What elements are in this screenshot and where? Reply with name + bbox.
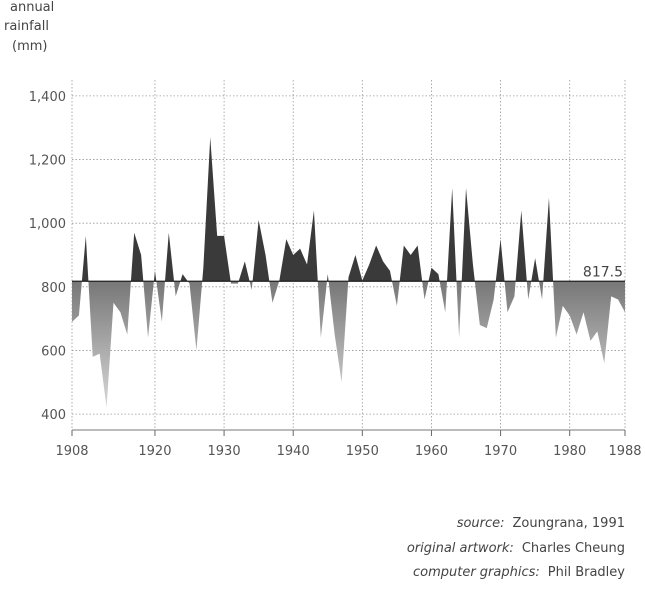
credit-original-artwork-value: Charles Cheung bbox=[521, 541, 625, 556]
x-tick-label-1980: 1980 bbox=[553, 444, 586, 459]
credit-source: source: Zoungrana, 1991 bbox=[457, 516, 625, 531]
above-average-area bbox=[81, 137, 554, 282]
x-tick-label-1940: 1940 bbox=[277, 444, 310, 459]
below-average-area bbox=[72, 281, 625, 408]
y-tick-label-400: 400 bbox=[41, 408, 66, 423]
credit-computer-graphics-value: Phil Bradley bbox=[547, 565, 625, 580]
y-tick-label-1200: 1,200 bbox=[29, 154, 66, 169]
baseline-label: 817.5 bbox=[583, 264, 623, 280]
credit-original-artwork: original artwork: Charles Cheung bbox=[407, 541, 625, 556]
credit-source-value: Zoungrana, 1991 bbox=[512, 516, 625, 531]
y-tick-label-1400: 1,400 bbox=[29, 90, 66, 105]
y-axis-label-line-2: rainfall bbox=[4, 19, 49, 34]
y-tick-label-1000: 1,000 bbox=[29, 217, 66, 232]
credit-source-label: source: bbox=[456, 516, 505, 531]
credit-original-artwork-label: original artwork: bbox=[406, 541, 514, 556]
x-tick-label-1920: 1920 bbox=[138, 444, 171, 459]
x-tick-label-1960: 1960 bbox=[415, 444, 448, 459]
y-tick-label-800: 800 bbox=[41, 281, 66, 296]
y-axis-label-line-3: (mm) bbox=[12, 39, 48, 54]
y-axis-label-line-1: annual bbox=[10, 0, 55, 15]
x-tick-label-1950: 1950 bbox=[346, 444, 379, 459]
rainfall-chart: 400 600 800 1,000 1,200 1,400 1908 1920 1930 1940… bbox=[29, 80, 642, 459]
x-tick-label-1930: 1930 bbox=[208, 444, 241, 459]
y-tick-label-600: 600 bbox=[41, 344, 66, 359]
credit-computer-graphics: computer graphics: Phil Bradley bbox=[413, 565, 625, 580]
credit-computer-graphics-label: computer graphics: bbox=[412, 565, 540, 580]
x-tick-label-1970: 1970 bbox=[484, 444, 517, 459]
x-tick-label-1988: 1988 bbox=[608, 444, 641, 459]
x-tick-label-1908: 1908 bbox=[55, 444, 88, 459]
